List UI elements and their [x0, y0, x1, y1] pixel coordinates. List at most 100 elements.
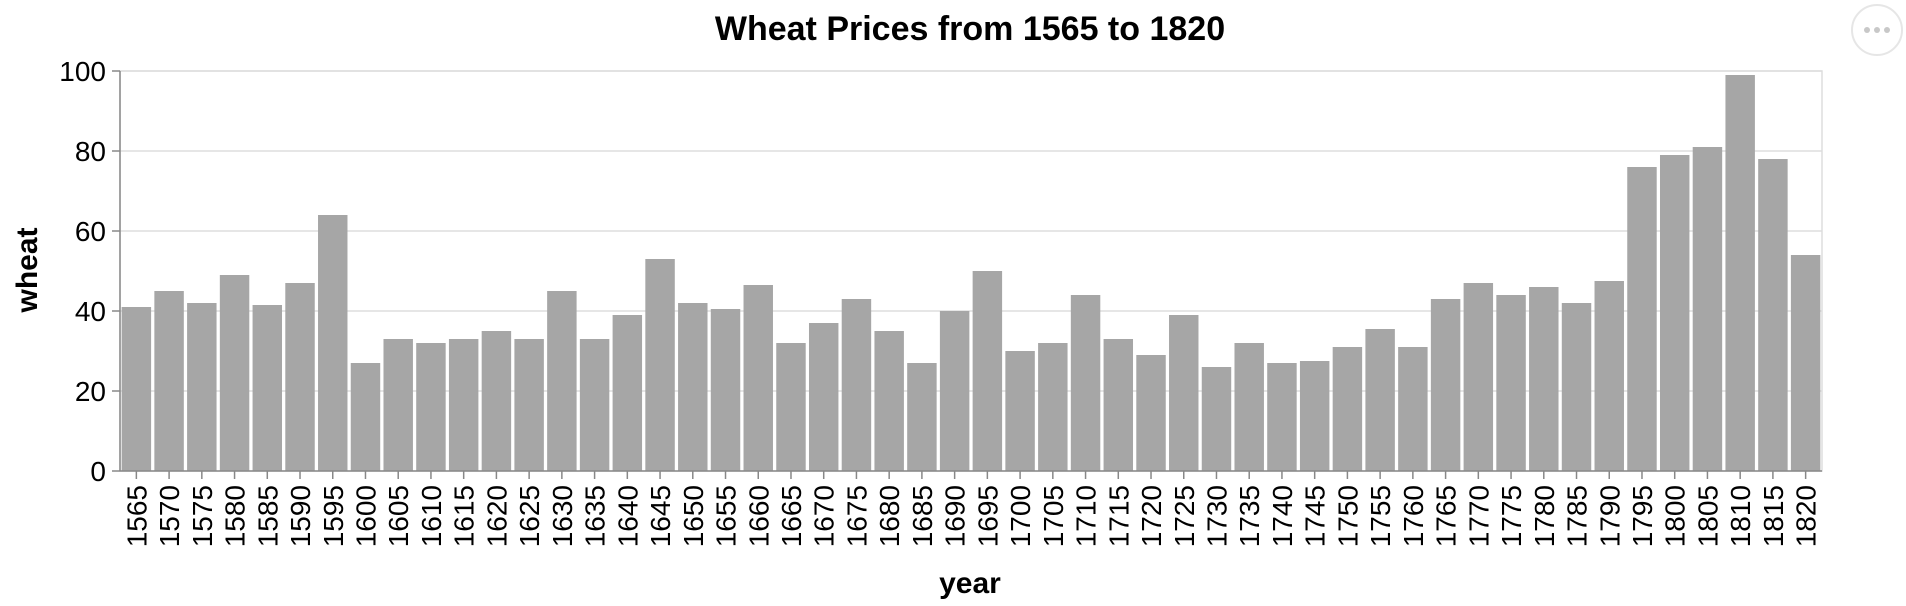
bar	[776, 343, 806, 471]
x-tick-label: 1625	[514, 485, 545, 547]
bar	[678, 303, 708, 471]
bar	[121, 307, 152, 471]
bar	[318, 215, 348, 471]
bar	[1627, 167, 1657, 471]
bar	[1070, 295, 1101, 471]
bar	[1103, 339, 1134, 471]
bar	[1005, 351, 1035, 471]
x-tick-label: 1810	[1725, 485, 1756, 547]
x-tick-label: 1755	[1365, 485, 1396, 547]
bar	[907, 363, 937, 471]
bar	[1365, 329, 1395, 471]
more-options-button[interactable]	[1851, 4, 1903, 56]
x-axis-title: year	[939, 567, 1001, 600]
x-tick-label: 1795	[1627, 485, 1658, 547]
bar	[1136, 355, 1166, 471]
bar	[1561, 303, 1592, 471]
bar	[383, 339, 413, 471]
bar	[1496, 295, 1526, 471]
bar	[1790, 255, 1821, 471]
x-tick-label: 1775	[1496, 485, 1527, 547]
x-tick-label: 1585	[252, 485, 283, 547]
y-tick-label: 80	[75, 136, 106, 167]
bar	[579, 339, 610, 471]
x-tick-label: 1655	[711, 485, 742, 547]
x-tick-label: 1800	[1660, 485, 1691, 547]
bar	[1234, 343, 1264, 471]
bar	[1201, 367, 1232, 471]
bar	[1169, 315, 1199, 471]
x-tick-label: 1675	[841, 485, 872, 547]
bars	[121, 75, 1821, 471]
bar	[219, 275, 250, 471]
bar	[187, 303, 217, 471]
x-tick-label: 1640	[612, 485, 643, 547]
x-tick-label: 1665	[776, 485, 807, 547]
x-tick-label: 1700	[1005, 485, 1036, 547]
bar	[1267, 363, 1297, 471]
x-tick-label: 1765	[1431, 485, 1462, 547]
chart-title: Wheat Prices from 1565 to 1820	[715, 10, 1225, 48]
bar	[645, 259, 675, 471]
x-tick-label: 1660	[743, 485, 774, 547]
x-tick-label: 1760	[1398, 485, 1429, 547]
x-tick-label: 1685	[907, 485, 938, 547]
bar	[481, 331, 512, 471]
bar	[547, 291, 577, 471]
ellipsis-dot	[1884, 27, 1890, 33]
x-tick-label: 1650	[678, 485, 709, 547]
ellipsis-dot	[1874, 27, 1880, 33]
x-tick-label: 1710	[1071, 485, 1102, 547]
x-tick-label: 1610	[416, 485, 447, 547]
x-tick-label: 1805	[1692, 485, 1723, 547]
x-tick-label: 1730	[1201, 485, 1232, 547]
bar	[874, 331, 904, 471]
bar	[1594, 281, 1624, 471]
x-tick-label: 1695	[972, 485, 1003, 547]
y-tick-label: 60	[75, 216, 106, 247]
bar	[252, 305, 283, 471]
x-tick-label: 1580	[220, 485, 251, 547]
x-tick-label: 1680	[874, 485, 905, 547]
x-tick-label: 1620	[481, 485, 512, 547]
bar	[808, 323, 839, 471]
x-tick-label: 1735	[1234, 485, 1265, 547]
bar	[514, 339, 544, 471]
x-tick-label: 1720	[1136, 485, 1167, 547]
x-tick-label: 1565	[121, 485, 152, 547]
x-tick-label: 1780	[1529, 485, 1560, 547]
axes: 0 20 40 60 80 100 1565 1570 1575 1580 1585 1590 1595…	[59, 56, 1822, 547]
x-tick-label: 1790	[1594, 485, 1625, 547]
bar	[416, 343, 446, 471]
x-tick-label: 1715	[1103, 485, 1134, 547]
bar	[1659, 155, 1690, 471]
y-axis-title: wheat	[11, 227, 44, 313]
y-tick-label: 0	[90, 456, 106, 487]
bar	[1398, 347, 1428, 471]
bar	[285, 283, 315, 471]
x-tick-label: 1630	[547, 485, 578, 547]
x-tick-label: 1595	[318, 485, 349, 547]
bar	[841, 299, 872, 471]
bar	[1299, 361, 1330, 471]
bar	[154, 291, 184, 471]
x-tick-label: 1575	[187, 485, 218, 547]
x-tick-label: 1750	[1332, 485, 1363, 547]
y-tick-label: 40	[75, 296, 106, 327]
x-tick-label: 1670	[809, 485, 840, 547]
bar	[448, 339, 479, 471]
x-tick-label: 1600	[350, 485, 381, 547]
x-tick-label: 1820	[1791, 485, 1822, 547]
bar	[939, 311, 970, 471]
x-tick-label: 1615	[449, 485, 480, 547]
bar	[1758, 159, 1788, 471]
x-tick-label: 1745	[1300, 485, 1331, 547]
bar	[710, 309, 741, 471]
x-tick-label: 1635	[580, 485, 611, 547]
x-tick-label: 1605	[383, 485, 414, 547]
x-tick-label: 1570	[154, 485, 185, 547]
bar	[1692, 147, 1723, 471]
bar	[743, 285, 773, 471]
y-tick-label: 100	[59, 56, 106, 87]
